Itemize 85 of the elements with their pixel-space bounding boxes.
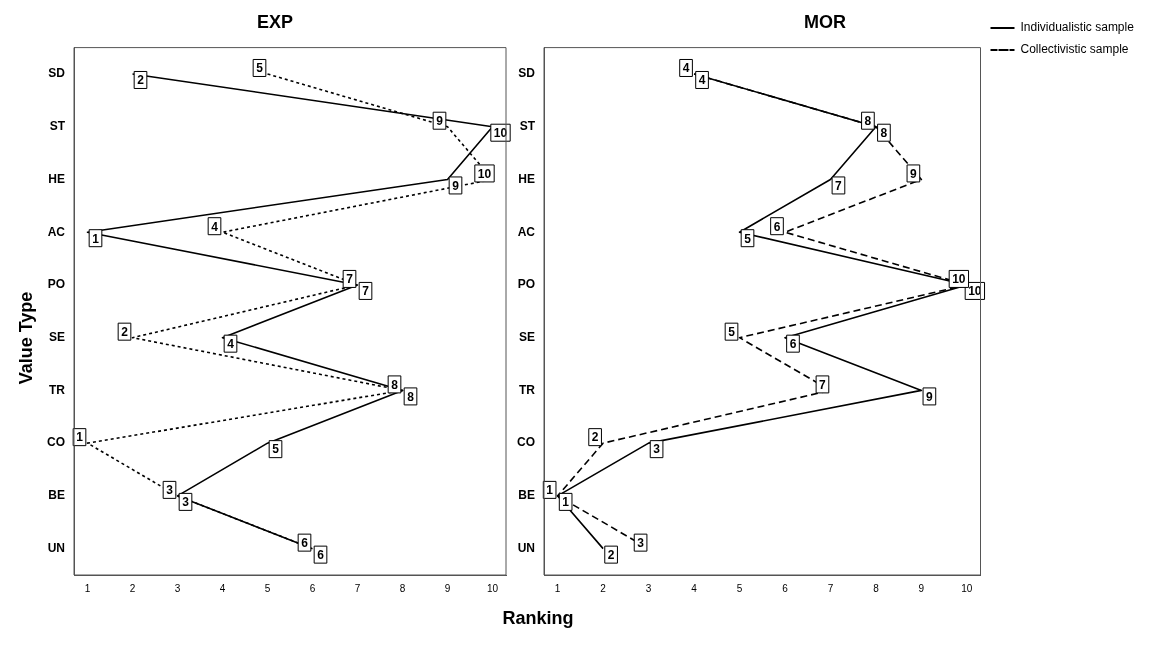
- data-label: 3: [653, 442, 661, 457]
- data-label: 5: [744, 231, 752, 246]
- y-tick-label: TR: [49, 382, 66, 397]
- data-label: 8: [864, 114, 872, 129]
- data-label: 1: [546, 483, 554, 498]
- x-tick-label: 3: [645, 582, 652, 594]
- y-tick-label: HE: [48, 171, 65, 186]
- y-tick-label: SD: [518, 66, 536, 81]
- x-tick-label: 5: [736, 582, 743, 594]
- data-label: 9: [436, 114, 444, 129]
- data-label: 10: [952, 272, 966, 287]
- data-label: 6: [317, 547, 325, 562]
- data-label: 5: [256, 61, 264, 76]
- x-tick-label: 1: [554, 582, 561, 594]
- x-tick-label: 7: [827, 582, 834, 594]
- x-tick-label: 2: [129, 582, 136, 594]
- y-tick-label: TR: [519, 382, 536, 397]
- chart-title: EXP: [256, 11, 294, 32]
- data-label: 8: [407, 389, 415, 404]
- chart-title: MOR: [804, 11, 846, 32]
- x-tick-label: 5: [264, 582, 271, 594]
- data-label: 6: [773, 219, 781, 234]
- x-tick-label: 6: [782, 582, 789, 594]
- y-tick-label: SE: [48, 329, 65, 344]
- y-tick-label: SD: [48, 66, 66, 81]
- data-label: 9: [926, 389, 934, 404]
- data-label: 2: [591, 430, 599, 445]
- data-label: 7: [346, 272, 354, 287]
- x-tick-label: 4: [691, 582, 698, 594]
- data-label: 7: [819, 377, 827, 392]
- data-label: 5: [728, 324, 736, 339]
- data-label: 3: [182, 495, 190, 510]
- data-label: 9: [452, 178, 460, 193]
- data-label: 10: [493, 126, 508, 141]
- y-tick-label: SE: [518, 329, 535, 344]
- y-tick-label: UN: [47, 540, 65, 555]
- y-tick-label: PO: [47, 277, 65, 292]
- y-axis-title: Value Type: [15, 291, 37, 385]
- x-tick-label: 10: [486, 582, 499, 594]
- data-label: 10: [477, 166, 492, 181]
- x-tick-label: 2: [600, 582, 607, 594]
- data-label: 2: [137, 73, 145, 88]
- y-tick-label: BE: [518, 488, 535, 503]
- y-tick-label: ST: [519, 119, 536, 134]
- data-label: 1: [562, 495, 570, 510]
- y-tick-label: AC: [47, 224, 66, 239]
- legend-label: Collectivistic sample: [1020, 42, 1129, 57]
- data-label: 6: [789, 336, 797, 351]
- x-tick-label: 8: [399, 582, 406, 594]
- x-tick-label: 4: [219, 582, 226, 594]
- x-tick-label: 7: [354, 582, 361, 594]
- data-label: 7: [362, 284, 370, 299]
- data-label: 1: [92, 231, 100, 246]
- y-tick-label: UN: [517, 540, 535, 555]
- x-tick-label: 9: [444, 582, 451, 594]
- x-tick-label: 8: [873, 582, 880, 594]
- x-tick-label: 1: [84, 582, 91, 594]
- data-label: 8: [880, 126, 888, 141]
- y-tick-label: ST: [49, 119, 66, 134]
- data-label: 4: [698, 73, 706, 88]
- y-tick-label: PO: [517, 277, 535, 292]
- y-tick-label: CO: [47, 435, 65, 450]
- x-tick-label: 3: [174, 582, 181, 594]
- y-tick-label: AC: [517, 224, 536, 239]
- data-label: 3: [637, 535, 645, 550]
- y-tick-label: CO: [517, 435, 535, 450]
- y-tick-label: BE: [48, 488, 65, 503]
- data-label: 2: [607, 547, 615, 562]
- data-label: 1: [76, 430, 84, 445]
- data-label: 4: [682, 61, 690, 76]
- y-tick-label: HE: [518, 171, 535, 186]
- data-label: 9: [910, 166, 918, 181]
- data-label: 4: [211, 219, 219, 234]
- x-tick-label: 9: [918, 582, 925, 594]
- data-label: 7: [835, 178, 843, 193]
- data-label: 6: [301, 535, 309, 550]
- data-label: 8: [391, 377, 399, 392]
- x-tick-label: 6: [309, 582, 316, 594]
- x-axis-title: Ranking: [501, 608, 575, 629]
- data-label: 4: [227, 336, 235, 351]
- x-tick-label: 10: [961, 582, 973, 594]
- data-label: 2: [121, 324, 129, 339]
- data-label: 3: [166, 483, 174, 498]
- data-label: 5: [272, 442, 280, 457]
- legend-label: Individualistic sample: [1020, 20, 1135, 35]
